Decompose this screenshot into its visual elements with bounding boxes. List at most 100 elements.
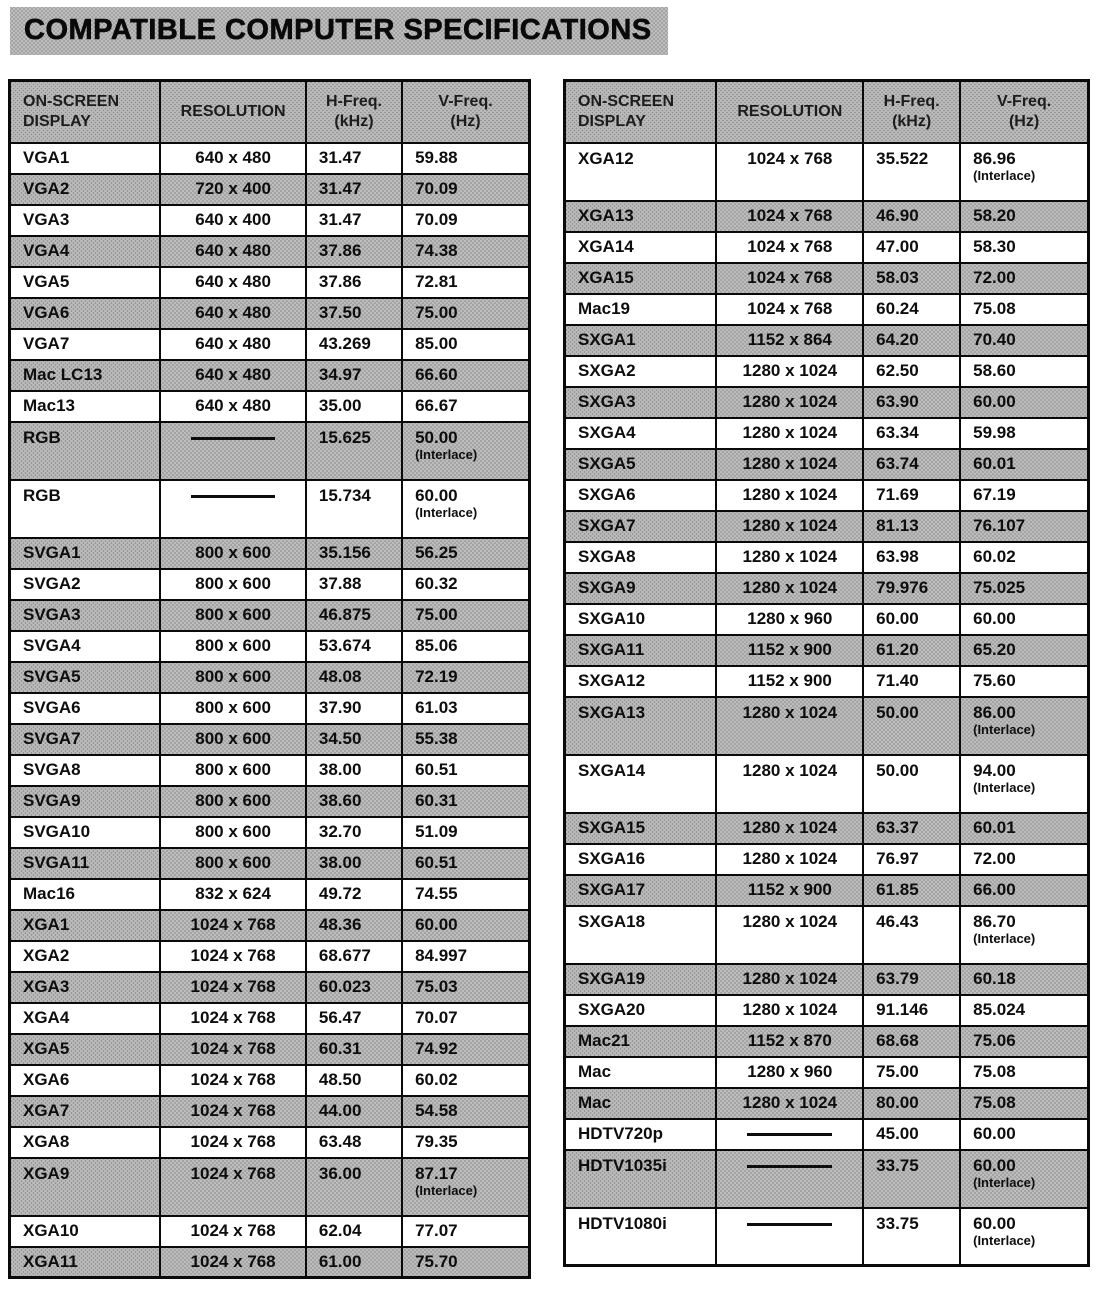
- cell-resolution: 1024 x 768: [159, 939, 307, 973]
- cell-resolution: 800 x 600: [159, 722, 307, 756]
- cell-vfreq: 75.08: [959, 1055, 1090, 1089]
- cell-hfreq: 60.00: [862, 602, 962, 636]
- cell-display: SVGA11: [8, 846, 162, 880]
- cell-hfreq: 32.70: [304, 815, 404, 849]
- cell-hfreq: 58.03: [862, 261, 962, 295]
- table-row: Mac21 1152 x 870 68.68 75.06: [563, 1024, 1090, 1058]
- cell-resolution: 1024 x 768: [159, 1094, 307, 1128]
- table-row: SXGA16 1280 x 1024 76.97 72.00: [563, 842, 1090, 876]
- table-row: XGA7 1024 x 768 44.00 54.58: [8, 1094, 531, 1128]
- cell-display: SVGA10: [8, 815, 162, 849]
- cell-hfreq: 63.74: [862, 447, 962, 481]
- cell-vfreq: 75.08: [959, 1086, 1090, 1120]
- cell-vfreq: 58.20: [959, 199, 1090, 233]
- cell-vfreq: 74.55: [401, 877, 531, 911]
- cell-vfreq: 75.08: [959, 292, 1090, 326]
- cell-display: XGA3: [8, 970, 162, 1004]
- interlace-note: (Interlace): [973, 722, 1036, 738]
- cell-resolution: 832 x 624: [159, 877, 307, 911]
- cell-vfreq: 55.38: [401, 722, 531, 756]
- column-header-hfreq: H-Freq. (kHz): [304, 79, 404, 144]
- column-header-vfreq: V-Freq. (Hz): [959, 79, 1090, 144]
- table-row: RGB 15.734 60.00 (Interlace): [8, 478, 531, 539]
- no-resolution-dash: [747, 1164, 833, 1168]
- cell-hfreq: 63.48: [304, 1125, 404, 1159]
- spec-table-right: ON-SCREEN DISPLAY RESOLUTION H-Freq. (kHz)…: [563, 79, 1090, 1267]
- cell-vfreq: 75.60: [959, 664, 1090, 698]
- cell-resolution: 640 x 480: [159, 265, 307, 299]
- table-row: SXGA14 1280 x 1024 50.00 94.00 (Interlace): [563, 753, 1090, 814]
- table-row: SXGA3 1280 x 1024 63.90 60.00: [563, 385, 1090, 419]
- cell-display: XGA4: [8, 1001, 162, 1035]
- cell-hfreq: 34.50: [304, 722, 404, 756]
- table-row: SVGA3 800 x 600 46.875 75.00: [8, 598, 531, 632]
- cell-display: SVGA9: [8, 784, 162, 818]
- table-row: SXGA4 1280 x 1024 63.34 59.98: [563, 416, 1090, 450]
- cell-vfreq: 60.02: [959, 540, 1090, 574]
- table-row: SVGA10 800 x 600 32.70 51.09: [8, 815, 531, 849]
- table-row: SVGA2 800 x 600 37.88 60.32: [8, 567, 531, 601]
- cell-vfreq: 70.07: [401, 1001, 531, 1035]
- cell-vfreq: 60.31: [401, 784, 531, 818]
- cell-display: XGA10: [8, 1214, 162, 1248]
- cell-display: HDTV1080i: [563, 1206, 718, 1267]
- cell-hfreq: 34.97: [304, 358, 404, 392]
- cell-resolution: 800 x 600: [159, 567, 307, 601]
- interlace-note: (Interlace): [973, 1233, 1036, 1249]
- cell-vfreq: 60.01: [959, 811, 1090, 845]
- cell-resolution: 1280 x 1024: [715, 1086, 865, 1120]
- table-row: SVGA9 800 x 600 38.60 60.31: [8, 784, 531, 818]
- cell-hfreq: 43.269: [304, 327, 404, 361]
- cell-hfreq: 47.00: [862, 230, 962, 264]
- cell-hfreq: 63.79: [862, 962, 962, 996]
- cell-vfreq: 61.03: [401, 691, 531, 725]
- cell-hfreq: 35.00: [304, 389, 404, 423]
- cell-hfreq: 63.90: [862, 385, 962, 419]
- interlace-note: (Interlace): [415, 505, 478, 521]
- cell-display: XGA8: [8, 1125, 162, 1159]
- table-row: XGA12 1024 x 768 35.522 86.96 (Interlace): [563, 141, 1090, 202]
- cell-resolution: 1024 x 768: [159, 1245, 307, 1279]
- cell-resolution: 1024 x 768: [159, 1032, 307, 1066]
- cell-hfreq: 36.00: [304, 1156, 404, 1217]
- cell-vfreq: 65.20: [959, 633, 1090, 667]
- table-row: XGA1 1024 x 768 48.36 60.00: [8, 908, 531, 942]
- table-row: SXGA10 1280 x 960 60.00 60.00: [563, 602, 1090, 636]
- cell-resolution: 800 x 600: [159, 691, 307, 725]
- cell-display: Mac13: [8, 389, 162, 423]
- table-row: XGA14 1024 x 768 47.00 58.30: [563, 230, 1090, 264]
- cell-vfreq: 72.19: [401, 660, 531, 694]
- cell-display: SXGA4: [563, 416, 718, 450]
- cell-display: SXGA3: [563, 385, 718, 419]
- no-resolution-dash: [747, 1222, 833, 1226]
- cell-resolution: 1024 x 768: [159, 908, 307, 942]
- cell-vfreq: 60.00: [959, 602, 1090, 636]
- cell-vfreq: 86.00 (Interlace): [959, 695, 1090, 756]
- cell-resolution: 1280 x 1024: [715, 993, 865, 1027]
- cell-vfreq: 67.19: [959, 478, 1090, 512]
- cell-vfreq: 59.98: [959, 416, 1090, 450]
- cell-resolution: [159, 478, 307, 539]
- cell-resolution: 1152 x 900: [715, 664, 865, 698]
- table-row: XGA2 1024 x 768 68.677 84.997: [8, 939, 531, 973]
- column-header-hfreq: H-Freq. (kHz): [862, 79, 962, 144]
- cell-hfreq: 56.47: [304, 1001, 404, 1035]
- cell-vfreq: 72.00: [959, 261, 1090, 295]
- table-row: SVGA5 800 x 600 48.08 72.19: [8, 660, 531, 694]
- cell-hfreq: 37.88: [304, 567, 404, 601]
- cell-vfreq: 87.17 (Interlace): [401, 1156, 531, 1217]
- cell-hfreq: 48.36: [304, 908, 404, 942]
- cell-hfreq: 38.60: [304, 784, 404, 818]
- cell-display: SXGA8: [563, 540, 718, 574]
- cell-hfreq: 53.674: [304, 629, 404, 663]
- cell-display: VGA1: [8, 141, 162, 175]
- cell-resolution: [715, 1148, 865, 1209]
- spec-tables-container: ON-SCREEN DISPLAY RESOLUTION H-Freq. (kHz)…: [8, 79, 1098, 1279]
- table-row: VGA1 640 x 480 31.47 59.88: [8, 141, 531, 175]
- no-resolution-dash: [747, 1133, 833, 1137]
- cell-hfreq: 46.875: [304, 598, 404, 632]
- cell-vfreq: 59.88: [401, 141, 531, 175]
- table-row: VGA4 640 x 480 37.86 74.38: [8, 234, 531, 268]
- interlace-note: (Interlace): [973, 780, 1036, 796]
- cell-hfreq: 31.47: [304, 172, 404, 206]
